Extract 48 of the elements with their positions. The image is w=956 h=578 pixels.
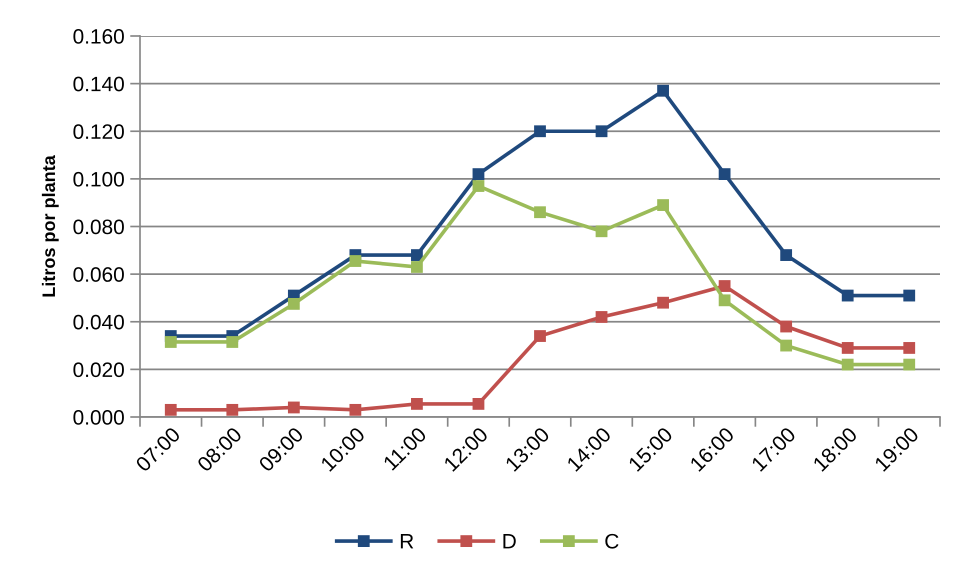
point: [657, 84, 669, 97]
point: [288, 298, 300, 310]
point: [780, 340, 792, 352]
y-tick-label: 0.100: [73, 172, 124, 187]
point: [903, 358, 916, 371]
legend-label: C: [605, 534, 619, 549]
point: [226, 404, 238, 416]
y-tick-label: 0.160: [73, 29, 124, 44]
point: [718, 168, 731, 180]
point: [534, 330, 546, 342]
y-tick-label: 0.060: [73, 267, 124, 282]
point: [657, 199, 669, 211]
point: [349, 255, 362, 267]
point: [472, 398, 484, 410]
point: [718, 280, 731, 292]
point: [534, 125, 546, 138]
point: [472, 180, 484, 192]
point: [842, 290, 854, 302]
y-tick-label: 0.020: [73, 362, 124, 378]
point: [411, 261, 423, 273]
point: [842, 358, 854, 371]
legend-label: D: [503, 534, 516, 548]
point: [657, 296, 669, 309]
point: [349, 404, 362, 416]
point: [903, 290, 916, 302]
point: [288, 402, 300, 414]
point: [596, 311, 608, 323]
y-tick-label: 0.000: [73, 410, 124, 425]
point: [596, 225, 608, 238]
point: [472, 168, 484, 180]
y-axis-title: Litros por planta: [42, 155, 59, 297]
point: [411, 249, 423, 261]
point: [164, 404, 177, 416]
y-tick-label: 0.120: [73, 124, 124, 140]
point: [226, 336, 238, 348]
point: [780, 320, 792, 332]
point: [411, 398, 423, 410]
legend-label: R: [400, 534, 414, 548]
point: [780, 249, 792, 261]
y-tick-label: 0.040: [73, 314, 124, 330]
point: [596, 125, 608, 138]
point: [842, 342, 854, 354]
point: [718, 294, 731, 306]
point: [534, 206, 546, 218]
y-tick-label: 0.080: [73, 220, 124, 234]
y-tick-label: 0.140: [73, 76, 124, 92]
point: [903, 342, 916, 354]
point: [164, 336, 177, 348]
